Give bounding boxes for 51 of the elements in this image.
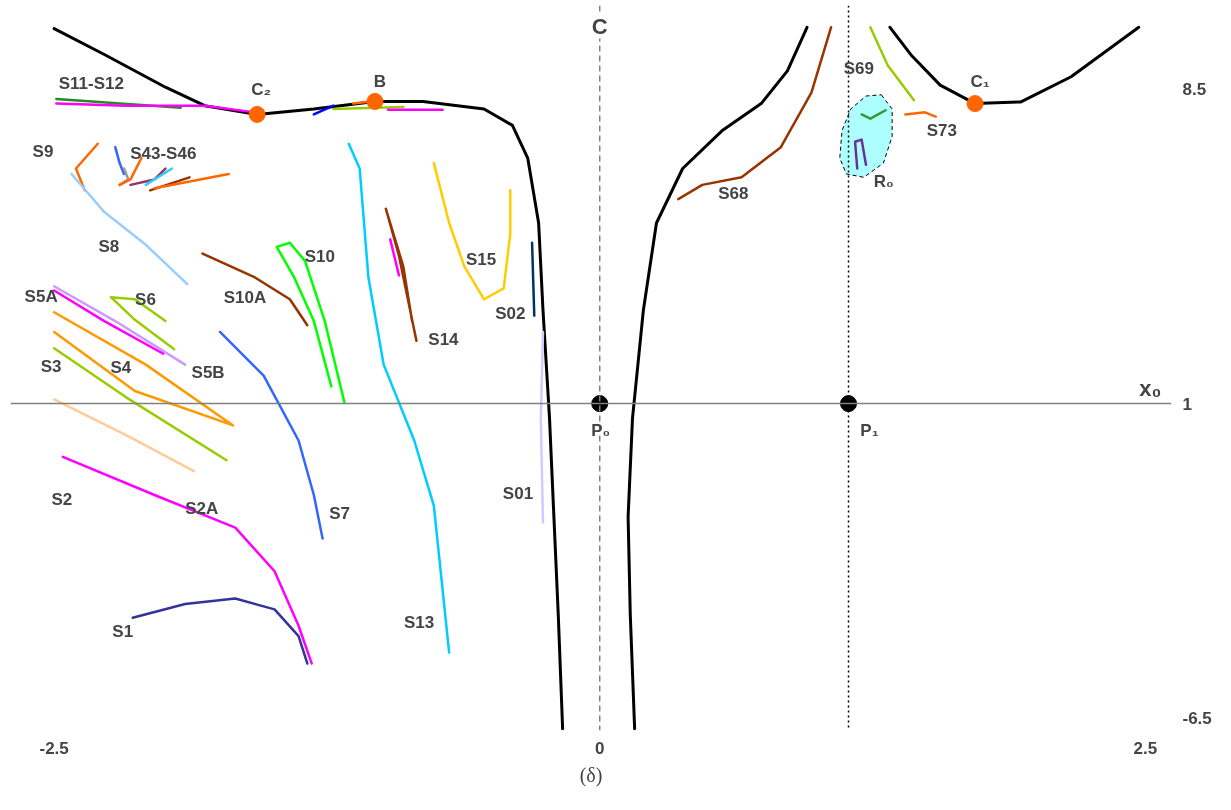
x-tick-label: 2.5 xyxy=(1133,738,1158,758)
annotation: S69 xyxy=(843,58,874,78)
annotation: S14 xyxy=(428,330,460,350)
annotation: S1 xyxy=(112,622,134,642)
point xyxy=(840,395,858,413)
annotation: S15 xyxy=(465,249,497,269)
annotation: S5A xyxy=(24,286,58,306)
annotation: S2A xyxy=(185,498,219,518)
line-series xyxy=(384,207,418,343)
annotation: S3 xyxy=(40,356,62,376)
annotation: S73 xyxy=(926,121,957,141)
point xyxy=(248,105,266,123)
annotation: S2 xyxy=(51,490,73,510)
y-tick-label: -6.5 xyxy=(1182,708,1212,728)
annotation: S6 xyxy=(135,289,156,309)
annotation: S13 xyxy=(404,613,435,633)
x-tick-label: 0 xyxy=(595,738,605,758)
annotation: R₀ xyxy=(873,171,894,191)
annotation: S11-S12 xyxy=(58,74,124,94)
ref-line-label: C xyxy=(591,13,608,39)
x-tick-label: -2.5 xyxy=(39,738,69,758)
annotation: S01 xyxy=(502,483,534,503)
annotation: S10 xyxy=(304,247,335,267)
annotation: S43-S46 xyxy=(130,143,197,163)
annotation: S9 xyxy=(32,142,54,162)
ref-line-label: x₀ xyxy=(1139,375,1162,401)
line-series xyxy=(853,138,868,170)
annotation: P₁ xyxy=(860,421,879,441)
annotation: C₂ xyxy=(251,79,272,99)
annotation: S5B xyxy=(191,363,225,383)
line-series xyxy=(131,597,309,665)
text: (δ) xyxy=(579,763,603,787)
line-series xyxy=(432,161,512,301)
annotation: S4 xyxy=(110,358,132,378)
line-series xyxy=(109,295,176,351)
annotation: S10A xyxy=(223,287,267,307)
annotation: S02 xyxy=(495,304,526,324)
annotation: B xyxy=(373,71,387,91)
annotation: S8 xyxy=(98,237,120,257)
y-tick-label: 1 xyxy=(1182,394,1192,414)
annotation: P₀ xyxy=(591,421,611,441)
annotation: S68 xyxy=(718,183,749,203)
annotation: S7 xyxy=(329,504,350,524)
y-tick-label: 8.5 xyxy=(1182,80,1207,100)
line-series xyxy=(677,26,833,201)
line-series xyxy=(275,241,346,404)
point xyxy=(966,95,984,113)
line-series xyxy=(626,25,809,731)
point xyxy=(366,92,384,110)
annotation: C₁ xyxy=(970,72,990,92)
line-series xyxy=(70,172,189,286)
